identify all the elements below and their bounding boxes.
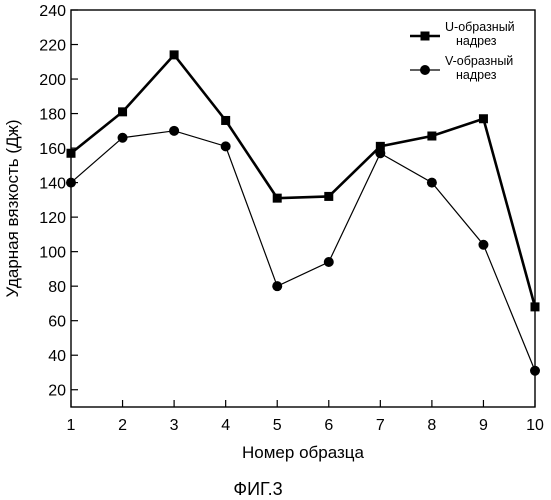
data-point-circle xyxy=(66,178,76,188)
legend-label: U-образный xyxy=(445,20,515,34)
series-u-notch xyxy=(67,50,540,311)
figure-caption: ФИГ.3 xyxy=(233,479,282,499)
x-tick-label: 10 xyxy=(526,417,544,434)
series-line xyxy=(71,55,535,307)
data-point-square xyxy=(531,302,540,311)
data-point-square xyxy=(273,194,282,203)
data-point-circle xyxy=(530,366,540,376)
y-tick-label: 200 xyxy=(39,72,66,89)
x-tick-label: 5 xyxy=(273,417,282,434)
x-tick-label: 4 xyxy=(221,417,230,434)
data-point-circle xyxy=(375,148,385,158)
y-tick-label: 40 xyxy=(48,348,66,365)
data-point-circle xyxy=(272,281,282,291)
legend-marker-circle xyxy=(420,65,430,75)
x-axis-title: Номер образца xyxy=(242,443,364,462)
y-tick-label: 220 xyxy=(39,38,66,55)
data-point-square xyxy=(479,114,488,123)
y-tick-label: 20 xyxy=(48,383,66,400)
legend-label: надрез xyxy=(456,34,497,48)
data-point-circle xyxy=(478,240,488,250)
x-tick-label: 2 xyxy=(118,417,127,434)
data-point-circle xyxy=(169,126,179,136)
x-tick-label: 1 xyxy=(67,417,76,434)
legend-label: V-образный xyxy=(445,54,513,68)
legend-item: V-образныйнадрез xyxy=(410,54,513,82)
x-tick-label: 3 xyxy=(170,417,179,434)
legend-label: надрез xyxy=(456,68,497,82)
y-tick-label: 160 xyxy=(39,141,66,158)
data-point-circle xyxy=(118,133,128,143)
data-point-circle xyxy=(221,141,231,151)
y-tick-label: 240 xyxy=(39,3,66,20)
data-point-square xyxy=(118,107,127,116)
legend-marker-square xyxy=(421,32,430,41)
y-tick-label: 80 xyxy=(48,279,66,296)
data-point-square xyxy=(170,50,179,59)
x-tick-label: 8 xyxy=(427,417,436,434)
data-point-circle xyxy=(427,178,437,188)
x-tick-label: 6 xyxy=(324,417,333,434)
y-tick-label: 60 xyxy=(48,314,66,331)
legend: U-образныйнадрезV-образныйнадрез xyxy=(410,20,515,82)
y-axis-ticks: 20 40 60 80 100 120 140 160 180 200 220 240 xyxy=(39,3,78,400)
data-point-square xyxy=(324,192,333,201)
y-tick-label: 100 xyxy=(39,245,66,262)
x-tick-label: 7 xyxy=(376,417,385,434)
series-line xyxy=(71,131,535,371)
data-point-circle xyxy=(324,257,334,267)
y-axis-title: Ударная вязкость (Дж) xyxy=(3,119,22,297)
x-tick-label: 9 xyxy=(479,417,488,434)
series-v-notch xyxy=(66,126,540,376)
series-layer xyxy=(66,50,540,375)
y-tick-label: 180 xyxy=(39,107,66,124)
data-point-square xyxy=(67,149,76,158)
y-tick-label: 140 xyxy=(39,176,66,193)
y-tick-label: 120 xyxy=(39,210,66,227)
data-point-square xyxy=(221,116,230,125)
x-axis-ticks: 1 2 3 4 5 6 7 8 9 10 xyxy=(67,400,544,434)
legend-item: U-образныйнадрез xyxy=(410,20,515,48)
data-point-square xyxy=(427,132,436,141)
